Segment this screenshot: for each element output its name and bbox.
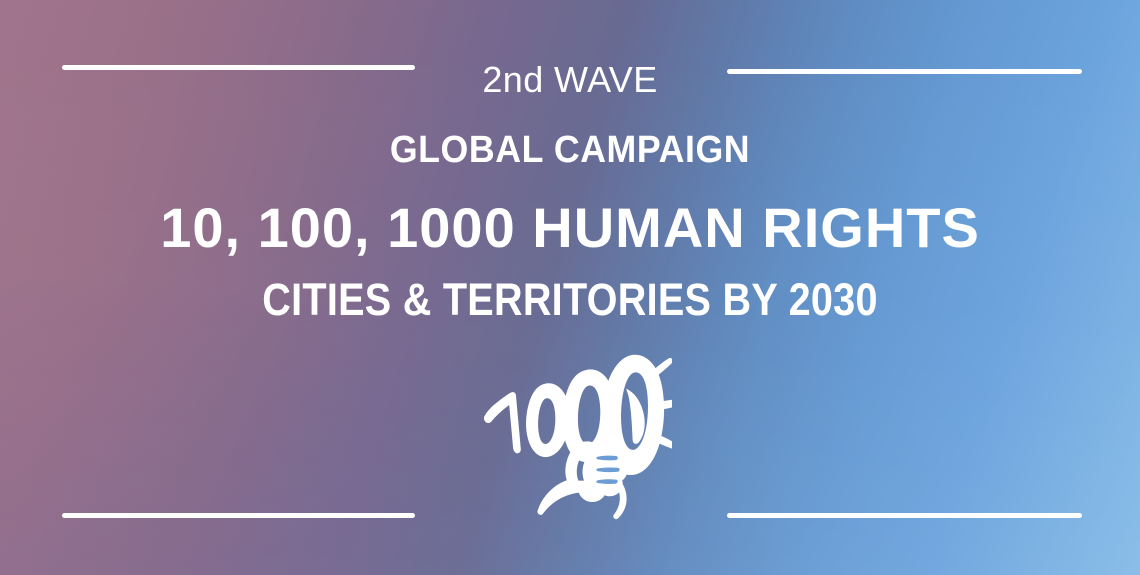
decorative-rule-top-left [62,65,415,70]
banner-eyebrow: 2nd WAVE [482,59,658,100]
banner-subline: CITIES & TERRITORIES BY 2030 [262,274,878,325]
decorative-rule-top-right [727,69,1082,74]
decorative-rule-bottom-left [62,513,415,518]
megaphone-fist-1000-logo [472,345,672,525]
banner-subhead: GLOBAL CAMPAIGN [389,129,751,171]
banner-headline: 10, 100, 1000 HUMAN RIGHTS [160,196,980,259]
decorative-rule-bottom-right [727,513,1082,518]
